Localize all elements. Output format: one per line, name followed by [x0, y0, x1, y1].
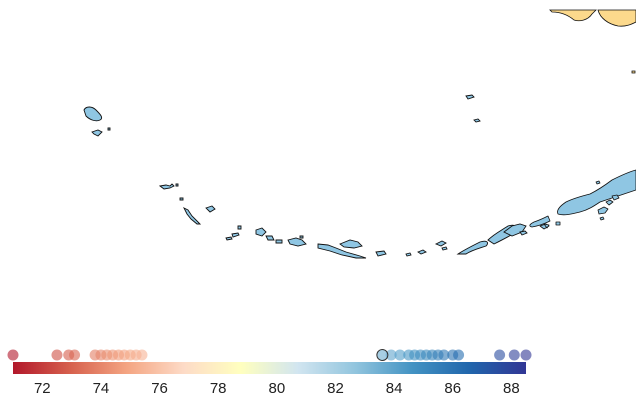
legend-tick-label: 76 [151, 380, 168, 397]
peninsula-islet-2 [543, 223, 550, 229]
delarof-islet [299, 235, 304, 239]
peninsula-tip [529, 215, 551, 228]
near-islands-main [205, 205, 216, 213]
near-islands-small [179, 197, 184, 201]
near-islands-west [158, 183, 175, 190]
amchitka-islet [231, 232, 240, 238]
bering-island [83, 106, 103, 122]
legend-point [394, 349, 406, 361]
legend-point [69, 349, 81, 361]
medny-island [91, 129, 103, 137]
peninsula-islet-3 [595, 180, 601, 185]
mainland-coast-right [597, 9, 636, 27]
legend-color-bar [13, 362, 526, 374]
mainland-alaska [549, 9, 636, 74]
unimak-island [456, 240, 489, 255]
fox-islet-1 [519, 230, 528, 236]
legend-point [520, 349, 532, 361]
legend-tick-label: 82 [327, 380, 344, 397]
near-islands-chain [182, 206, 202, 225]
legend-point [385, 349, 397, 361]
legend-tick-label: 78 [210, 380, 227, 397]
legend-point [7, 349, 19, 361]
amukta-islet [417, 249, 427, 255]
legend-tick-label: 84 [386, 380, 403, 397]
legend-tick-label: 88 [503, 380, 520, 397]
legend-point [136, 349, 148, 361]
kanaga-island [317, 243, 367, 259]
alaska-peninsula [529, 169, 636, 230]
atka-island [375, 250, 387, 257]
islands-of-four-mountains [434, 240, 448, 251]
legend-highlight-marker [376, 349, 389, 361]
semisopochnoi-islet [225, 236, 233, 241]
kodiak-fragments [597, 194, 620, 221]
st-paul-island [465, 94, 475, 100]
umnak-island [503, 223, 527, 237]
legend-tick-label: 72 [34, 380, 51, 397]
legend-point [453, 349, 465, 361]
seguam-islet [405, 252, 412, 257]
st-george-island [473, 118, 481, 123]
peninsula-main [557, 169, 636, 216]
legend-point [508, 349, 520, 361]
commander-islet [107, 127, 111, 131]
tanaga-island [287, 237, 307, 247]
legend-tick-label: 74 [93, 380, 110, 397]
legend-point [51, 349, 63, 361]
mainland-coast-left [549, 9, 597, 22]
legend-tick-labels: 72 74 76 78 80 82 84 86 88 [34, 380, 520, 397]
color-legend: 72 74 76 78 80 82 84 86 88 [7, 349, 532, 397]
peninsula-islet-4 [555, 221, 561, 226]
legend-point [494, 349, 506, 361]
rat-islands [255, 227, 283, 244]
mainland-islet [631, 70, 636, 74]
legend-tick-label: 86 [444, 380, 461, 397]
legend-points [7, 349, 532, 361]
near-islands-west-2 [175, 183, 179, 187]
legend-point [438, 349, 450, 361]
legend-tick-label: 80 [268, 380, 285, 397]
aleutian-islands [83, 94, 528, 259]
adak-island [339, 239, 363, 249]
kiska-islet [237, 225, 242, 230]
legend-point [376, 349, 388, 361]
